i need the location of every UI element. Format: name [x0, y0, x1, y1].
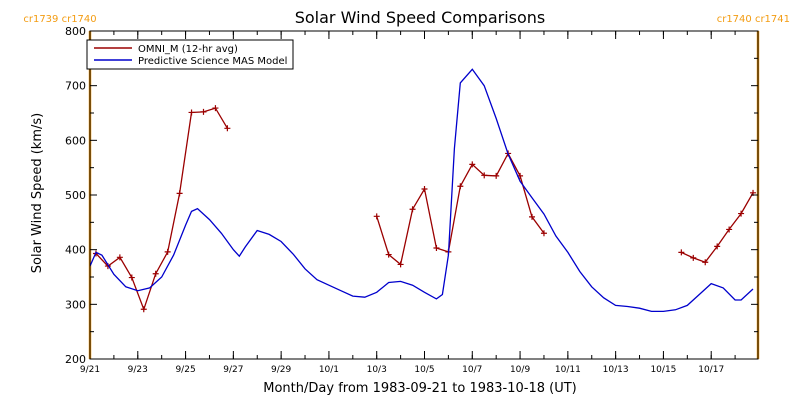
data-point [188, 109, 195, 116]
y-tick-label: 400 [65, 244, 86, 257]
data-point [678, 249, 685, 256]
x-tick-label: 10/15 [650, 365, 676, 375]
data-point [397, 261, 404, 268]
y-tick-label: 200 [65, 353, 86, 366]
data-point [702, 259, 709, 266]
y-tick-label: 500 [65, 189, 86, 202]
data-point [714, 243, 721, 250]
data-point [409, 206, 416, 213]
legend-label: OMNI_M (12-hr avg) [138, 44, 238, 55]
x-tick-label: 10/9 [510, 365, 530, 375]
x-axis-label: Month/Day from 1983-09-21 to 1983-10-18 … [263, 381, 576, 396]
series-line-0 [95, 107, 228, 312]
carrington-marker-label: cr1739 cr1740 [23, 14, 96, 25]
data-point [726, 226, 733, 233]
y-tick-label: 700 [65, 80, 86, 93]
x-tick-label: 10/5 [414, 365, 434, 375]
data-point [373, 213, 380, 220]
data-point [140, 306, 147, 313]
data-point [152, 270, 159, 277]
x-tick-label: 10/7 [462, 365, 482, 375]
data-point [529, 213, 536, 220]
data-point [493, 172, 500, 179]
data-point [481, 172, 488, 179]
data-point [690, 254, 697, 261]
x-tick-label: 10/3 [367, 365, 387, 375]
x-tick-label: 9/23 [128, 365, 148, 375]
legend-box [86, 39, 294, 70]
data-point [200, 108, 207, 115]
carrington-marker-label: cr1740 cr1741 [717, 14, 790, 25]
y-tick-label: 800 [65, 25, 86, 38]
data-point [116, 254, 123, 261]
data-point [164, 248, 171, 255]
data-point [176, 190, 183, 197]
chart-title: Solar Wind Speed Comparisons [295, 8, 546, 27]
x-tick-label: 10/17 [698, 365, 724, 375]
y-tick-label: 300 [65, 298, 86, 311]
data-point [421, 185, 428, 192]
legend-label: Predictive Science MAS Model [138, 56, 287, 67]
data-point [433, 245, 440, 252]
data-point [540, 230, 547, 237]
x-tick-label: 10/1 [319, 365, 339, 375]
data-point [212, 105, 219, 112]
x-tick-label: 9/21 [80, 365, 100, 375]
y-axis-label: Solar Wind Speed (km/s) [30, 113, 45, 273]
x-tick-label: 10/13 [603, 365, 629, 375]
data-point [128, 274, 135, 281]
x-tick-label: 9/29 [271, 365, 291, 375]
axes: cr1739 cr1740 cr1740 cr1741 200 300 400 500 60… [23, 14, 790, 375]
data-point [385, 251, 392, 258]
x-tick-label: 9/25 [175, 365, 195, 375]
x-tick-label: 10/11 [555, 365, 581, 375]
data-point [457, 183, 464, 190]
data-point [469, 161, 476, 168]
x-tick-label: 9/27 [223, 365, 243, 375]
y-tick-label: 600 [65, 134, 86, 147]
data-point [224, 125, 231, 132]
series-line-1 [89, 68, 754, 313]
legend: OMNI_M (12-hr avg)Predictive Science MAS… [86, 39, 294, 70]
data-point [738, 210, 745, 217]
